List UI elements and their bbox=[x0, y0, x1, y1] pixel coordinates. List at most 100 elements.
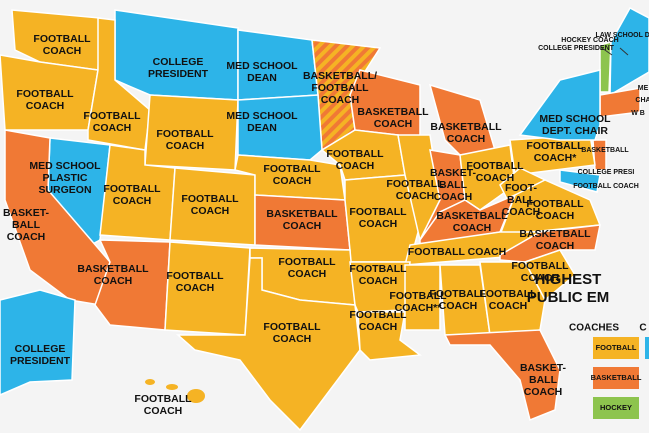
state-label: BASKETBALL bbox=[357, 106, 429, 118]
state-label: FOOTBALL bbox=[349, 263, 407, 275]
state-label: DEAN bbox=[247, 72, 277, 84]
legend-swatch bbox=[593, 397, 639, 419]
new-england bbox=[609, 6, 649, 97]
callout-line bbox=[619, 47, 629, 56]
state-label: PRESIDENT bbox=[10, 355, 71, 367]
state-label: FOOTBALL bbox=[389, 290, 447, 302]
callout: CHA bbox=[635, 97, 649, 104]
state-label: COACH* bbox=[534, 152, 577, 164]
state-label: FOOTBALL bbox=[278, 256, 336, 268]
callout: COLLEGE PRESI bbox=[578, 169, 635, 176]
state-label: COACH bbox=[273, 333, 312, 345]
legend-swatch bbox=[645, 337, 649, 359]
state-label: COACH bbox=[524, 386, 563, 398]
state-label: BASKETBALL bbox=[77, 263, 149, 275]
state-label: FOOT- bbox=[505, 182, 538, 194]
state bbox=[499, 224, 601, 263]
state-label: BASKETBALL bbox=[430, 121, 502, 133]
callout: FOOTBALL COACH bbox=[573, 183, 639, 190]
state-label: MED SCHOOL bbox=[29, 160, 101, 172]
state-label: FOOTBALL bbox=[526, 140, 584, 152]
maryland bbox=[559, 169, 601, 193]
state-label: COACH bbox=[476, 172, 515, 184]
state bbox=[0, 289, 76, 396]
state-label: MED SCHOOL bbox=[539, 113, 611, 125]
state-label: FOOTBALL bbox=[526, 198, 584, 210]
state-label: COACH bbox=[536, 210, 575, 222]
state-label: SURGEON bbox=[38, 184, 91, 196]
state-label: COACH bbox=[26, 100, 65, 112]
state-label: FOOTBALL bbox=[479, 288, 537, 300]
state-label: FOOTBALL bbox=[386, 178, 444, 190]
title: PUBLIC EM bbox=[527, 289, 610, 306]
state-label: COACH bbox=[453, 222, 492, 234]
state-label: PLASTIC bbox=[43, 172, 88, 184]
state-label: FOOTBALL bbox=[103, 183, 161, 195]
state-label: MED SCHOOL bbox=[226, 60, 298, 72]
state-label: DEPT. CHAIR bbox=[542, 125, 608, 137]
callout: ME bbox=[638, 85, 649, 92]
state-label: FOOTBALL bbox=[16, 88, 74, 100]
state-label: BALL bbox=[507, 194, 536, 206]
legend-label: HOCKEY bbox=[600, 403, 632, 412]
state-label: COACH bbox=[396, 190, 435, 202]
state-label: FOOTBALL bbox=[349, 206, 407, 218]
state bbox=[443, 329, 561, 422]
state bbox=[176, 257, 361, 432]
state-label: COACH bbox=[93, 122, 132, 134]
state-label: COACH bbox=[359, 321, 398, 333]
state-label: BASKETBALL/ bbox=[303, 70, 377, 82]
state-label: BALL bbox=[12, 219, 41, 231]
callout: W B bbox=[631, 110, 645, 117]
state bbox=[479, 261, 546, 336]
state-label: COACH bbox=[283, 220, 322, 232]
state-label: COLLEGE bbox=[153, 56, 204, 68]
state-label: COACH bbox=[336, 160, 375, 172]
state-label: FOOTBALL bbox=[166, 270, 224, 282]
state-label: COACH bbox=[94, 275, 133, 287]
state-label: COACH bbox=[489, 300, 528, 312]
state-label: BASKET- bbox=[3, 207, 50, 219]
state-label: FOOTBALL bbox=[83, 110, 141, 122]
callout-line bbox=[601, 47, 613, 56]
state-label: COACH** bbox=[395, 302, 443, 314]
state-label: BALL bbox=[529, 374, 558, 386]
state-label: COACH bbox=[434, 191, 473, 203]
state bbox=[518, 69, 601, 141]
state-label: FOOTBALL COACH bbox=[408, 246, 506, 258]
legend-label: BASKETBALL bbox=[591, 373, 642, 382]
state-label: COACH bbox=[43, 45, 82, 57]
state bbox=[459, 144, 516, 211]
legend-heading: C bbox=[639, 323, 646, 334]
state-label: FOOTBALL bbox=[156, 128, 214, 140]
callout: BASKETBALL bbox=[581, 147, 629, 154]
state-label: BASKETBALL bbox=[436, 210, 508, 222]
state-label: FOOTBALL bbox=[311, 82, 369, 94]
state-label: COACH bbox=[374, 118, 413, 130]
state-label: COACH bbox=[288, 268, 327, 280]
state-label: PRESIDENT bbox=[148, 68, 209, 80]
state-label: COACH bbox=[502, 206, 541, 218]
callout: LAW SCHOOL DEAN bbox=[595, 32, 649, 39]
state bbox=[237, 94, 323, 161]
states bbox=[0, 6, 649, 432]
state-label: FOOTBALL bbox=[263, 321, 321, 333]
state-label: BALL bbox=[439, 179, 468, 191]
state-label: FOOTBALL bbox=[33, 33, 91, 45]
legend-swatch bbox=[593, 367, 639, 389]
state-label: DEAN bbox=[247, 122, 277, 134]
state bbox=[349, 261, 411, 313]
state-label: BASKETBALL bbox=[519, 228, 591, 240]
state-label: BASKET- bbox=[430, 167, 477, 179]
state-label: COACH bbox=[113, 195, 152, 207]
state-label: COACH bbox=[176, 282, 215, 294]
state-label: FOOTBALL bbox=[263, 163, 321, 175]
state-label: FOOTBALL bbox=[349, 309, 407, 321]
state-label: COACH bbox=[447, 133, 486, 145]
hawaii-island bbox=[145, 379, 155, 385]
state-label: MED SCHOOL bbox=[226, 110, 298, 122]
legend-heading: COACHES bbox=[569, 323, 619, 334]
state-label: COLLEGE bbox=[15, 343, 66, 355]
state bbox=[404, 264, 441, 331]
state-label: COACH bbox=[191, 205, 230, 217]
